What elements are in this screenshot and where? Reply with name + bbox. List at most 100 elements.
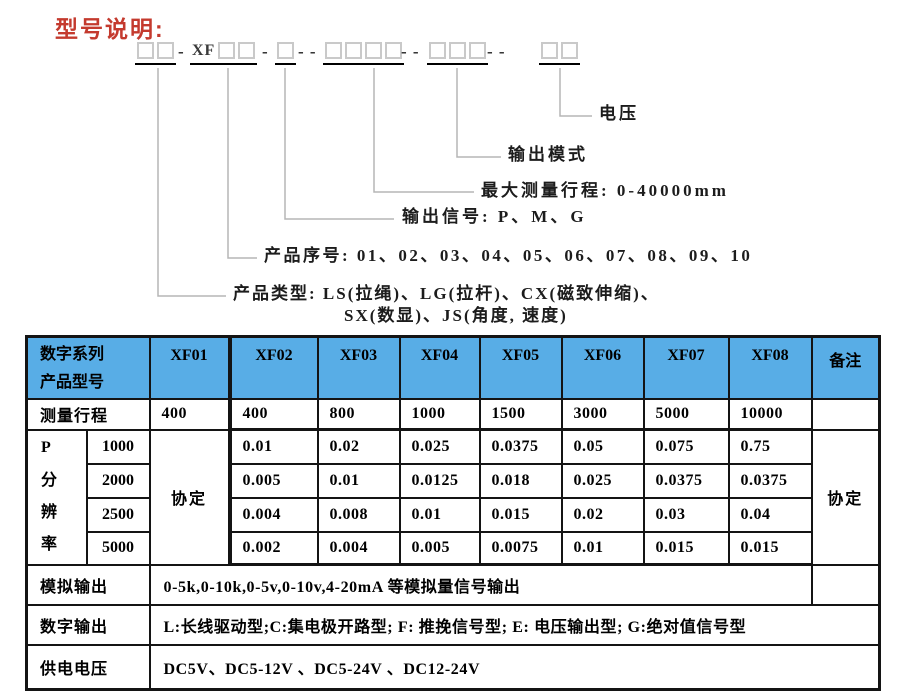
- callout-voltage: 电压: [599, 104, 639, 123]
- model-code-group: XF: [190, 41, 258, 65]
- code-box: [277, 42, 294, 59]
- resolution-xf01: 协定: [148, 428, 231, 566]
- resolution-row: 2000 0.005 0.01 0.0125 0.018 0.025 0.037…: [27, 462, 880, 499]
- analog-output-remark: [810, 563, 881, 606]
- resolution-value: 0.005: [227, 462, 319, 499]
- resolution-value: 0.015: [642, 530, 730, 566]
- resolution-value: 0.75: [727, 428, 813, 465]
- header-col-xf01: XF01: [148, 335, 231, 400]
- header-col-xf02: XF02: [227, 335, 319, 400]
- code-separator: - -: [487, 42, 506, 61]
- resolution-value: 0.002: [227, 530, 319, 566]
- header-col-xf07: XF07: [642, 335, 730, 400]
- code-prefix: XF: [192, 41, 216, 59]
- resolution-value: 0.0375: [642, 462, 730, 499]
- code-box: [345, 42, 362, 59]
- resolution-value: 0.004: [316, 530, 401, 566]
- resolution-value: 0.01: [316, 462, 401, 499]
- travel-value: 5000: [642, 397, 730, 431]
- code-box: [429, 42, 446, 59]
- resolution-value: 0.03: [642, 496, 730, 533]
- resolution-value: 0.018: [478, 462, 563, 499]
- resolution-value: 0.025: [560, 462, 645, 499]
- resolution-value: 0.025: [398, 428, 481, 465]
- code-box: [469, 42, 486, 59]
- travel-value: 800: [316, 397, 401, 431]
- travel-value: 400: [227, 397, 319, 431]
- resolution-value: 0.015: [727, 530, 813, 566]
- resolution-value: 0.075: [642, 428, 730, 465]
- digital-output-label: 数字输出: [25, 603, 151, 646]
- code-box: [325, 42, 342, 59]
- header-col-xf04: XF04: [398, 335, 481, 400]
- resolution-sub: 2000: [85, 462, 151, 499]
- header-col-xf03: XF03: [316, 335, 401, 400]
- callout-product-type-line1: 产品类型: LS(拉绳)、LG(拉杆)、CX(磁致伸缩)、: [233, 284, 660, 303]
- code-box: [218, 42, 236, 59]
- code-separator: -: [178, 42, 185, 61]
- code-box: [449, 42, 466, 59]
- resolution-row: 5000 0.002 0.004 0.005 0.0075 0.01 0.015…: [27, 530, 880, 566]
- resolution-value: 0.01: [560, 530, 645, 566]
- spec-table: 数字系列 产品型号 XF01 XF02 XF03 XF04 XF05 XF06 …: [25, 335, 881, 691]
- code-box: [157, 42, 174, 59]
- header-col-xf08: XF08: [727, 335, 813, 400]
- resolution-value: 0.0075: [478, 530, 563, 566]
- resolution-value: 0.01: [398, 496, 481, 533]
- travel-remark: [810, 397, 881, 431]
- model-code-group: [323, 42, 404, 65]
- resolution-value: 0.02: [316, 428, 401, 465]
- callout-max-travel: 最大测量行程: 0-40000mm: [481, 181, 729, 200]
- callout-output-mode: 输出模式: [508, 145, 588, 164]
- resolution-value: 0.05: [560, 428, 645, 465]
- travel-value: 1000: [398, 397, 481, 431]
- resolution-value: 0.004: [227, 496, 319, 533]
- resolution-value: 0.0125: [398, 462, 481, 499]
- travel-value: 1500: [478, 397, 563, 431]
- resolution-sub: 5000: [85, 530, 151, 566]
- resolution-value: 0.04: [727, 496, 813, 533]
- model-code-group: [427, 42, 488, 65]
- callout-product-type-line2: SX(数显)、JS(角度, 速度): [344, 306, 568, 325]
- travel-row: 测量行程 400 400 800 1000 1500 3000 5000 100…: [25, 397, 881, 431]
- code-box: [238, 42, 256, 59]
- digital-output-value: L:长线驱动型;C:集电极开路型; F: 推挽信号型; E: 电压输出型; G:…: [148, 603, 881, 646]
- power-supply-label: 供电电压: [25, 643, 151, 691]
- power-supply-value: DC5V、DC5-12V 、DC5-24V 、DC12-24V: [148, 643, 881, 691]
- travel-value: 3000: [560, 397, 645, 431]
- travel-value: 400: [148, 397, 231, 431]
- travel-label: 测量行程: [25, 397, 151, 431]
- power-supply-row: 供电电压 DC5V、DC5-12V 、DC5-24V 、DC12-24V: [25, 643, 881, 691]
- model-code-group: [135, 42, 176, 65]
- analog-output-label: 模拟输出: [25, 563, 151, 606]
- code-box: [137, 42, 154, 59]
- resolution-sub: 2500: [85, 496, 151, 533]
- resolution-value: 0.0375: [727, 462, 813, 499]
- header-col-xf06: XF06: [560, 335, 645, 400]
- digital-output-row: 数字输出 L:长线驱动型;C:集电极开路型; F: 推挽信号型; E: 电压输出…: [25, 603, 881, 646]
- resolution-value: 0.01: [227, 428, 319, 465]
- code-box: [365, 42, 382, 59]
- resolution-value: 0.008: [316, 496, 401, 533]
- resolution-value: 0.015: [478, 496, 563, 533]
- callout-product-serial: 产品序号: 01、02、03、04、05、06、07、08、09、10: [264, 246, 753, 265]
- code-box: [561, 42, 578, 59]
- model-code-group: [275, 42, 296, 65]
- resolution-value: 0.0375: [478, 428, 563, 465]
- analog-output-value: 0-5k,0-10k,0-5v,0-10v,4-20mA 等模拟量信号输出: [148, 563, 813, 606]
- callout-output-signal: 输出信号: P、M、G: [402, 207, 587, 226]
- resolution-group-label: P 分 辨 率: [25, 428, 88, 566]
- resolution-sub: 1000: [85, 428, 151, 465]
- code-separator: - -: [298, 42, 317, 61]
- model-code-group: [539, 42, 580, 65]
- travel-value: 10000: [727, 397, 813, 431]
- analog-output-row: 模拟输出 0-5k,0-10k,0-5v,0-10v,4-20mA 等模拟量信号…: [25, 563, 881, 606]
- header-col-remark: 备注: [810, 335, 881, 400]
- code-separator: -: [262, 42, 269, 61]
- code-separator: - -: [401, 42, 420, 61]
- header-row: 数字系列 产品型号 XF01 XF02 XF03 XF04 XF05 XF06 …: [25, 335, 881, 400]
- resolution-value: 0.02: [560, 496, 645, 533]
- resolution-value: 0.005: [398, 530, 481, 566]
- resolution-remark: 协定: [810, 428, 881, 566]
